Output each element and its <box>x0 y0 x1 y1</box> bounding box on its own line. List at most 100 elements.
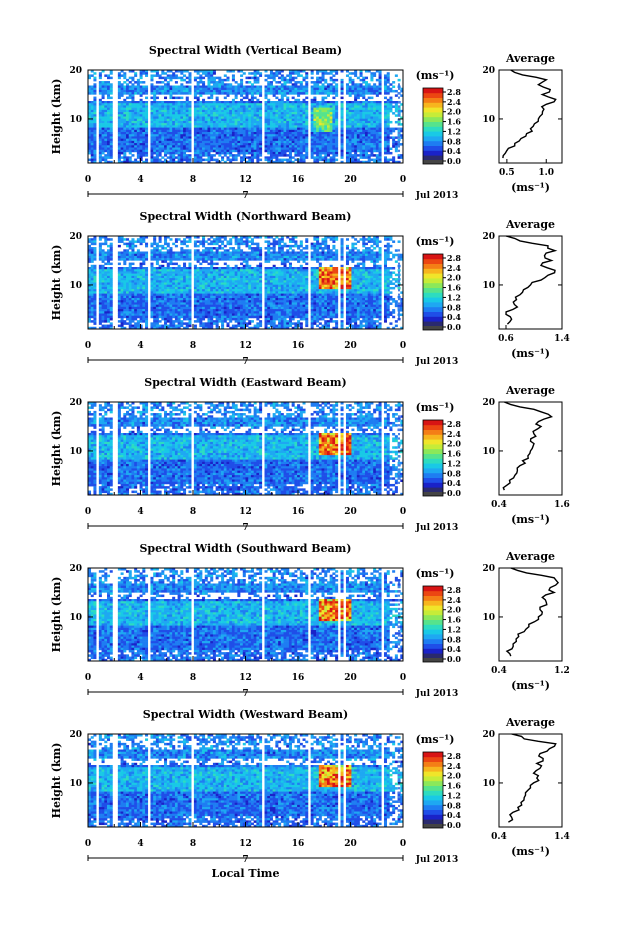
colorbar-tick-label: 0.4 <box>447 810 461 820</box>
date-day: 7 <box>242 689 248 699</box>
average-x-tick-label: 0.4 <box>491 832 507 842</box>
colorbar-segment <box>423 473 443 478</box>
colorbar-tick-label: 0.8 <box>447 136 461 146</box>
colorbar-tick-label: 2.4 <box>447 761 461 771</box>
colorbar-tick-label: 1.2 <box>447 126 461 136</box>
average-x-tick-label: 1.4 <box>554 832 570 842</box>
x-tick-label: 12 <box>239 507 252 517</box>
colorbar-segment <box>423 117 443 122</box>
colorbar-tick-label: 2.0 <box>447 107 461 117</box>
colorbar-tick-label: 0.0 <box>447 488 461 498</box>
average-frame <box>499 402 562 495</box>
colorbar-segment <box>423 600 443 605</box>
colorbar-segment <box>423 610 443 615</box>
colorbar-segment <box>423 644 443 649</box>
x-tick-label: 0 <box>400 507 406 517</box>
colorbar-tick-label: 1.6 <box>447 117 461 127</box>
heatmap-field <box>88 402 403 495</box>
colorbar-segment <box>423 805 443 810</box>
colorbar-tick-label: 1.6 <box>447 781 461 791</box>
x-tick-label: 20 <box>344 175 357 185</box>
colorbar-segment <box>423 800 443 805</box>
colorbar-segment <box>423 131 443 136</box>
colorbar-segment <box>423 629 443 634</box>
colorbar-tick-label: 2.0 <box>447 605 461 615</box>
colorbar-tick-label: 1.2 <box>447 458 461 468</box>
x-tick-label: 8 <box>190 341 196 351</box>
colorbar: 2.82.42.01.61.20.80.40.0 <box>423 87 461 166</box>
colorbar-segment <box>423 112 443 117</box>
colorbar-tick-label: 2.0 <box>447 273 461 283</box>
colorbar-segment <box>423 259 443 264</box>
y-tick-label: 20 <box>69 730 82 740</box>
x-tick-label: 0 <box>400 673 406 683</box>
colorbar-segment <box>423 653 443 658</box>
colorbar-segment <box>423 786 443 791</box>
colorbar: 2.82.42.01.61.20.80.40.0 <box>423 253 461 332</box>
y-tick-label: 20 <box>69 398 82 408</box>
colorbar-segment <box>423 596 443 601</box>
colorbar-segment <box>423 126 443 131</box>
date-label: Jul 2013 <box>415 689 458 699</box>
colorbar-segment <box>423 316 443 321</box>
panel-title: Spectral Width (Westward Beam) <box>143 708 348 721</box>
average-x-tick-label: 1.4 <box>554 334 570 344</box>
colorbar-segment <box>423 283 443 288</box>
colorbar-segment <box>423 136 443 141</box>
colorbar-unit: (ms⁻¹) <box>416 235 455 248</box>
panel-4: Spectral Width (Southward Beam)2010Heigh… <box>50 542 570 699</box>
colorbar-segment <box>423 141 443 146</box>
y-axis-label: Height (km) <box>50 79 63 155</box>
colorbar: 2.82.42.01.61.20.80.40.0 <box>423 585 461 664</box>
colorbar-segment <box>423 776 443 781</box>
y-tick-label: 20 <box>69 232 82 242</box>
colorbar-segment <box>423 634 443 639</box>
colorbar: 2.82.42.01.61.20.80.40.0 <box>423 751 461 830</box>
colorbar-segment <box>423 458 443 463</box>
average-y-tick-label: 10 <box>482 115 495 125</box>
average-y-tick-label: 10 <box>482 779 495 789</box>
date-label: Jul 2013 <box>415 523 458 533</box>
average-y-tick-label: 10 <box>482 447 495 457</box>
average-x-label: (ms⁻¹) <box>511 347 550 360</box>
x-tick-label: 20 <box>344 341 357 351</box>
y-tick-label: 10 <box>69 281 82 291</box>
colorbar-segment <box>423 88 443 93</box>
colorbar-segment <box>423 762 443 767</box>
colorbar-segment <box>423 492 443 496</box>
average-y-tick-label: 20 <box>482 66 495 76</box>
panel-5: Spectral Width (Westward Beam)2010Height… <box>50 708 570 880</box>
x-tick-label: 0 <box>85 341 91 351</box>
x-tick-label: 0 <box>85 839 91 849</box>
average-title: Average <box>505 52 555 65</box>
x-tick-label: 4 <box>137 673 143 683</box>
colorbar-segment <box>423 273 443 278</box>
colorbar-unit: (ms⁻¹) <box>416 567 455 580</box>
x-tick-label: 16 <box>292 839 305 849</box>
colorbar-tick-label: 0.8 <box>447 468 461 478</box>
colorbar-unit: (ms⁻¹) <box>416 401 455 414</box>
colorbar-segment <box>423 615 443 620</box>
colorbar-tick-label: 0.8 <box>447 302 461 312</box>
colorbar-segment <box>423 297 443 302</box>
colorbar-segment <box>423 425 443 430</box>
x-tick-label: 4 <box>137 341 143 351</box>
colorbar-segment <box>423 307 443 312</box>
average-line <box>503 402 551 490</box>
average-line <box>506 236 555 324</box>
y-axis-label: Height (km) <box>50 411 63 487</box>
x-tick-label: 12 <box>239 341 252 351</box>
colorbar-segment <box>423 439 443 444</box>
average-x-tick-label: 1.6 <box>554 500 570 510</box>
heatmap-field <box>88 70 403 163</box>
colorbar-tick-label: 2.8 <box>447 253 461 263</box>
average-x-label: (ms⁻¹) <box>511 181 550 194</box>
x-tick-label: 0 <box>400 341 406 351</box>
panel-title: Spectral Width (Eastward Beam) <box>144 376 346 389</box>
colorbar-tick-label: 1.6 <box>447 449 461 459</box>
colorbar-segment <box>423 268 443 273</box>
